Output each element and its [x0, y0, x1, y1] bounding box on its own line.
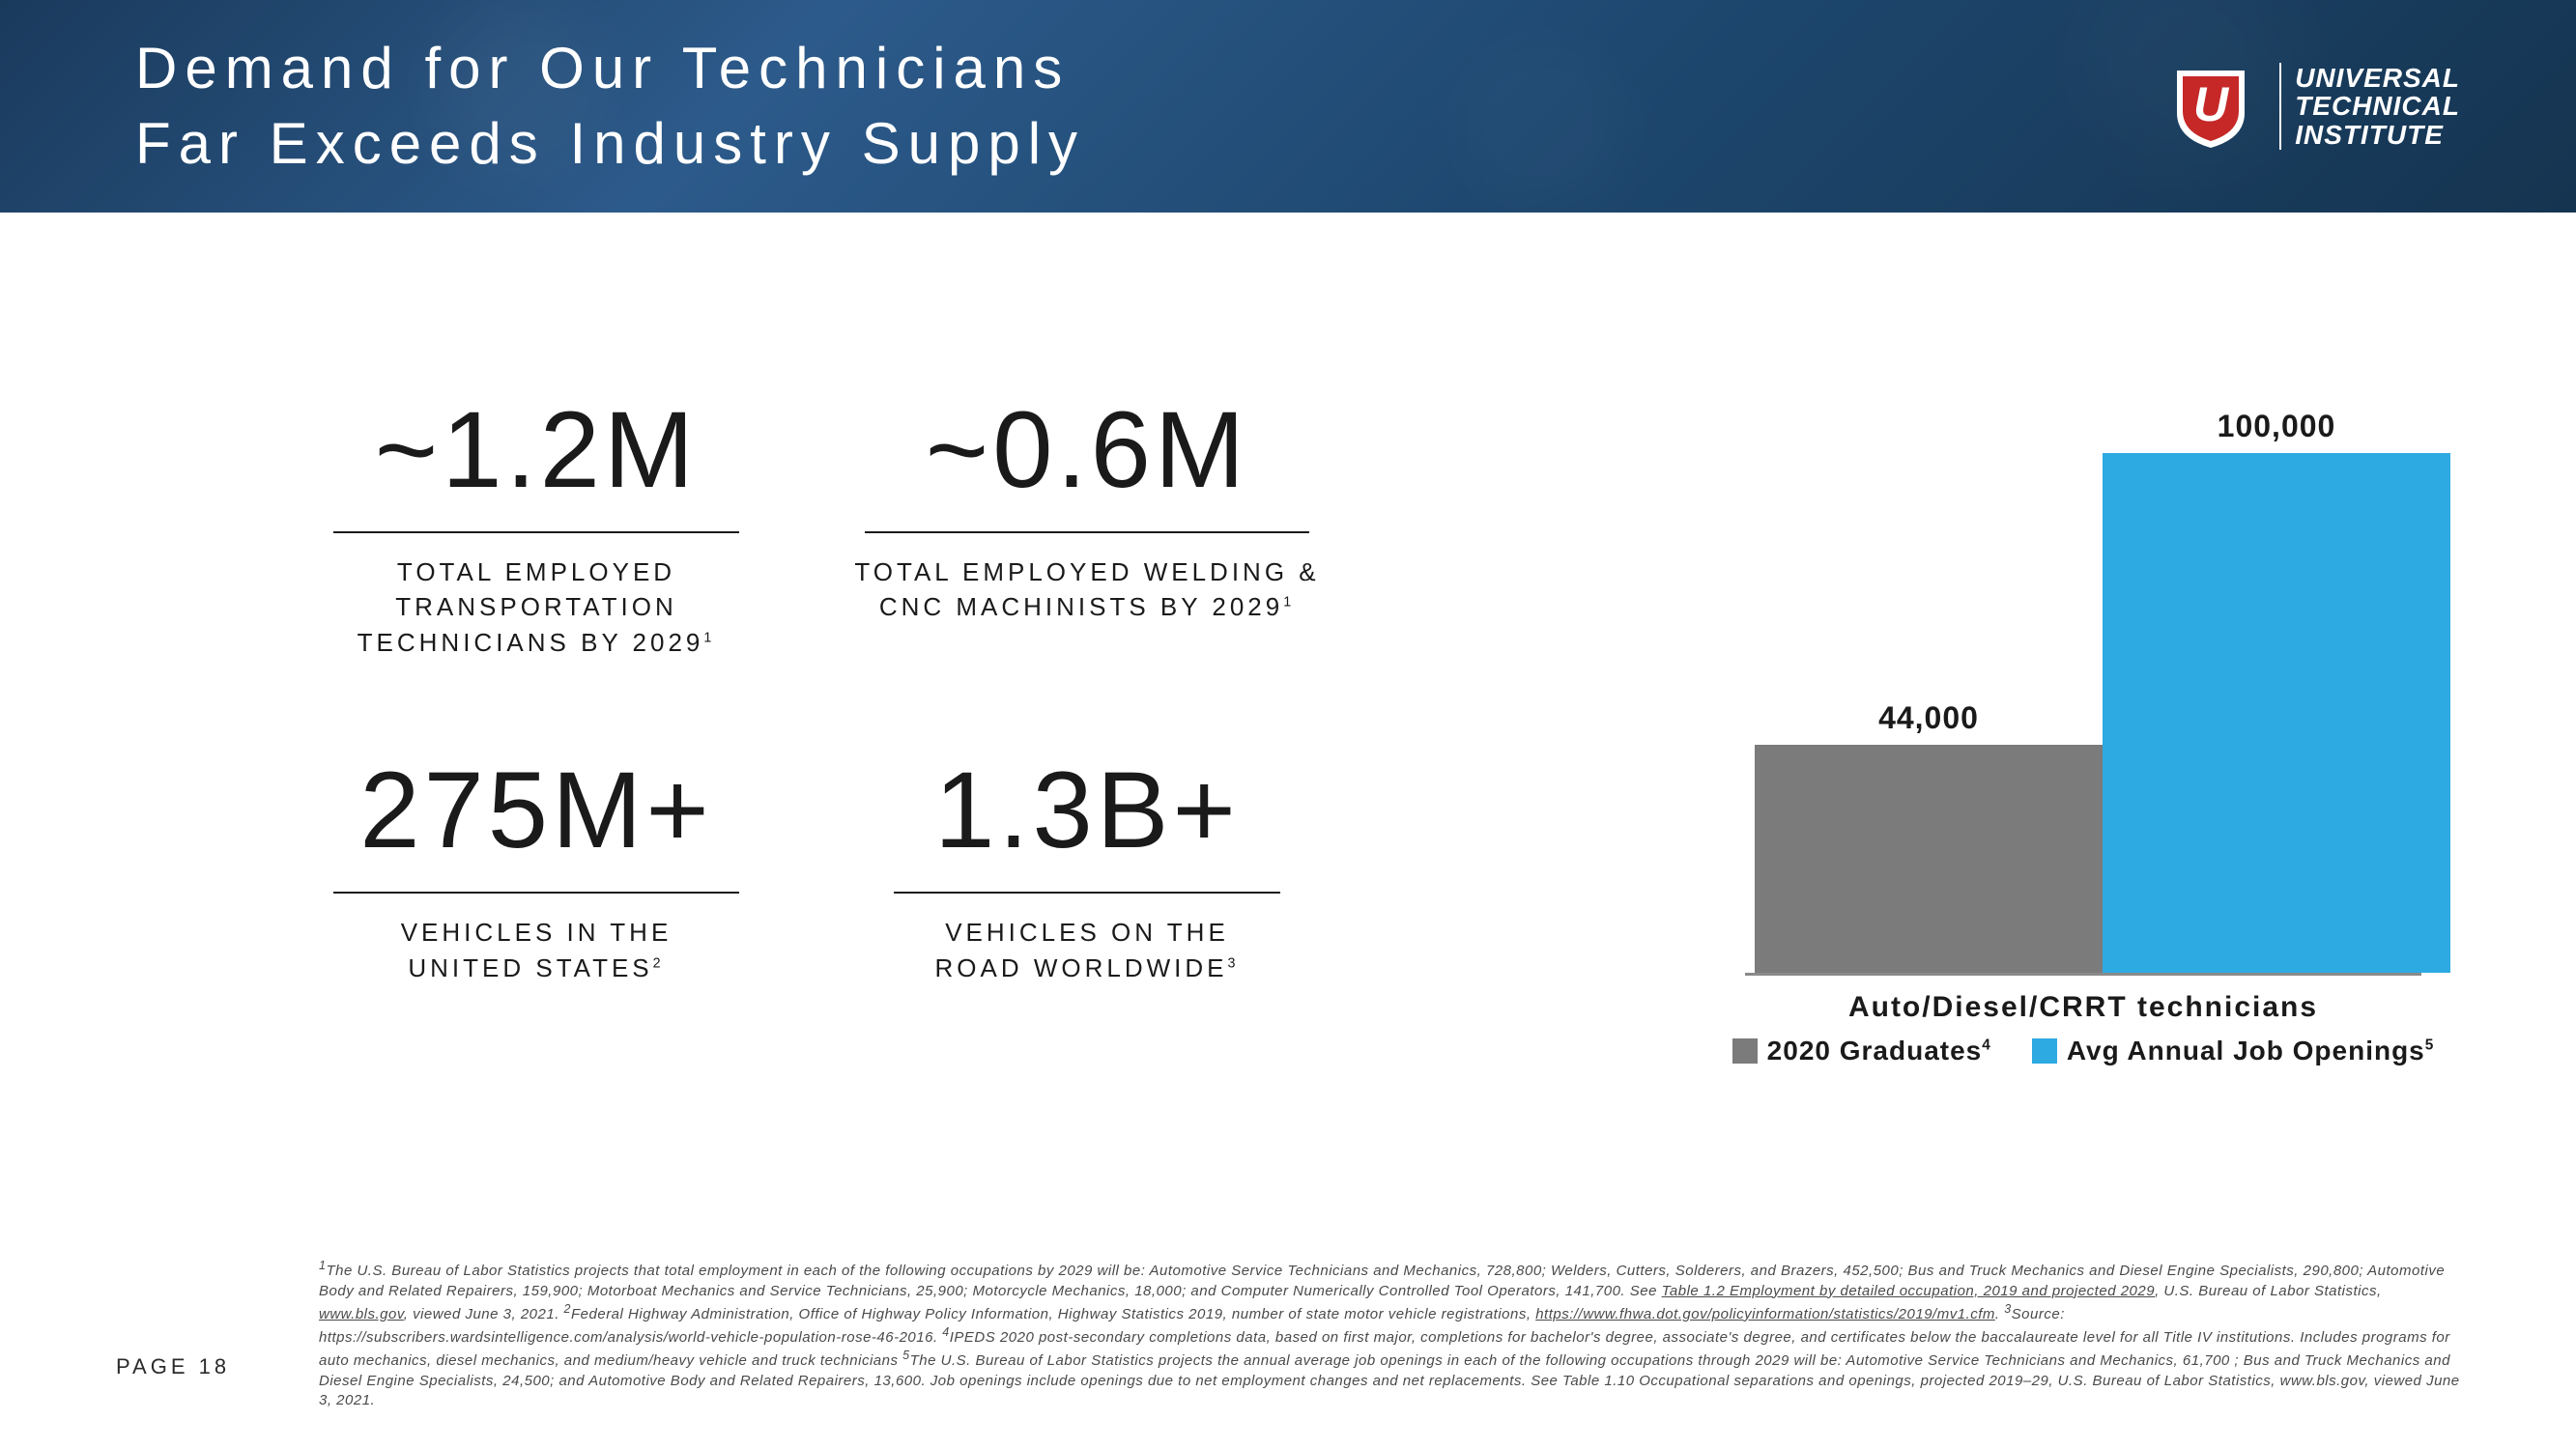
bar-chart: 44,000 100,000 Auto/Diesel/CRRT technici…	[1716, 396, 2450, 1053]
slide-header: Demand for Our Technicians Far Exceeds I…	[0, 0, 2576, 213]
svg-text:U: U	[2193, 77, 2230, 131]
stat-rule	[865, 531, 1309, 533]
stat-vehicles-worldwide: 1.3B+ VEHICLES ON THE ROAD WORLDWIDE3	[812, 756, 1362, 985]
logo-text: UNIVERSAL TECHNICAL INSTITUTE	[2295, 64, 2460, 149]
legend-text: 2020 Graduates4	[1767, 1036, 1991, 1066]
title-line1: Demand for Our Technicians	[135, 31, 1085, 106]
bar-job-openings: 100,000	[2103, 453, 2450, 973]
slide-title: Demand for Our Technicians Far Exceeds I…	[135, 31, 1085, 182]
logo-divider	[2279, 63, 2281, 150]
stat-vehicles-us: 275M+ VEHICLES IN THE UNITED STATES2	[261, 756, 812, 985]
stat-label: VEHICLES IN THE UNITED STATES2	[261, 915, 812, 985]
stat-value: ~1.2M	[261, 396, 812, 504]
legend-item-openings: Avg Annual Job Openings5	[2032, 1036, 2435, 1066]
logo-line1: UNIVERSAL	[2295, 64, 2460, 92]
uti-logo: U UNIVERSAL TECHNICAL INSTITUTE	[2167, 63, 2460, 150]
stat-label: TOTAL EMPLOYED WELDING & CNC MACHINISTS …	[812, 554, 1362, 625]
chart-baseline	[1745, 973, 2421, 976]
title-line2: Far Exceeds Industry Supply	[135, 106, 1085, 182]
stats-grid: ~1.2M TOTAL EMPLOYED TRANSPORTATION TECH…	[261, 396, 1362, 985]
stat-transportation-technicians: ~1.2M TOTAL EMPLOYED TRANSPORTATION TECH…	[261, 396, 812, 660]
legend-item-graduates: 2020 Graduates4	[1732, 1036, 1991, 1066]
stat-rule	[333, 892, 739, 894]
stat-rule	[894, 892, 1280, 894]
legend-text: Avg Annual Job Openings5	[2067, 1036, 2435, 1066]
stat-value: 275M+	[261, 756, 812, 865]
stat-value: 1.3B+	[812, 756, 1362, 865]
slide-content: ~1.2M TOTAL EMPLOYED TRANSPORTATION TECH…	[0, 213, 2576, 1449]
stat-rule	[333, 531, 739, 533]
page-number: PAGE 18	[116, 1354, 230, 1379]
logo-line3: INSTITUTE	[2295, 121, 2460, 149]
bar-graduates: 44,000	[1755, 745, 2103, 973]
stat-label: VEHICLES ON THE ROAD WORLDWIDE3	[812, 915, 1362, 985]
chart-title: Auto/Diesel/CRRT technicians	[1716, 991, 2450, 1024]
stat-label: TOTAL EMPLOYED TRANSPORTATION TECHNICIAN…	[261, 554, 812, 660]
stat-value: ~0.6M	[812, 396, 1362, 504]
chart-plot: 44,000 100,000	[1716, 396, 2450, 976]
legend-swatch	[1732, 1038, 1758, 1064]
bar-label: 44,000	[1878, 700, 1979, 736]
stat-welding-cnc: ~0.6M TOTAL EMPLOYED WELDING & CNC MACHI…	[812, 396, 1362, 660]
bar-label: 100,000	[2218, 409, 2336, 444]
legend-swatch	[2032, 1038, 2057, 1064]
chart-legend: 2020 Graduates4 Avg Annual Job Openings5	[1716, 1036, 2450, 1066]
footnotes: 1The U.S. Bureau of Labor Statistics pro…	[319, 1258, 2460, 1410]
uti-shield-icon: U	[2167, 63, 2254, 150]
logo-line2: TECHNICAL	[2295, 92, 2460, 120]
